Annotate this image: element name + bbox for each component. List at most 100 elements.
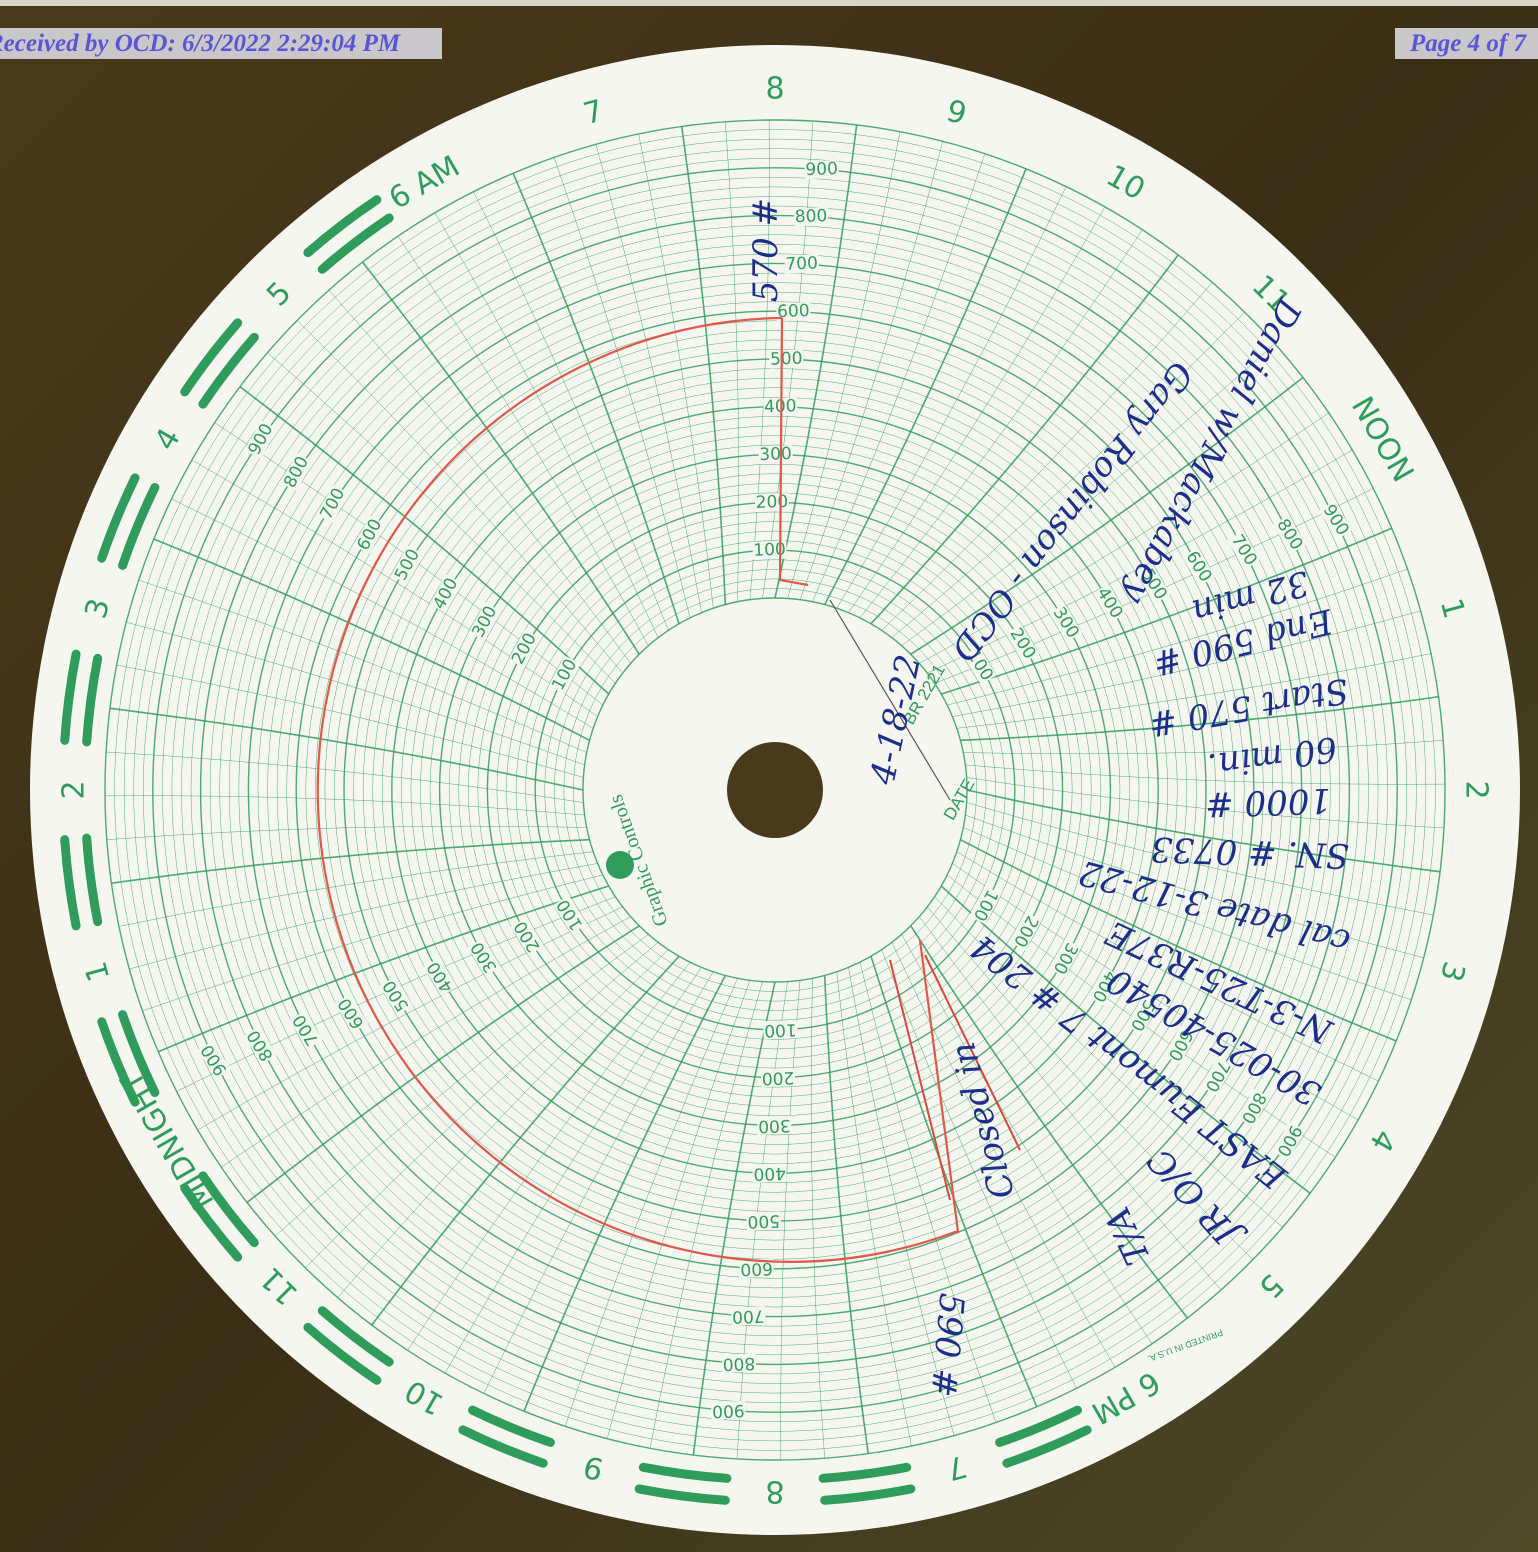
time-line <box>956 851 1379 1082</box>
time-line <box>963 740 1444 755</box>
grid-ring <box>525 540 1025 1040</box>
pressure-label: 700 <box>785 254 818 275</box>
time-line <box>919 412 1329 664</box>
pressure-label-bg <box>1237 1088 1270 1128</box>
pressure-label-bg <box>468 602 501 642</box>
grid-ring <box>429 444 1121 1136</box>
grid-ring <box>209 224 1341 1356</box>
pen-trace <box>316 316 960 1263</box>
pressure-label: 500 <box>747 1210 780 1231</box>
pressure-label: 900 <box>712 1400 745 1421</box>
pressure-label: 200 <box>761 1067 794 1088</box>
handwritten-note: 590 # <box>923 1292 972 1399</box>
pressure-label-bg <box>1319 500 1353 540</box>
pressure-label-bg <box>731 1306 766 1326</box>
time-line <box>941 527 1393 695</box>
night-bar <box>1002 1425 1092 1468</box>
time-line <box>963 827 1412 1001</box>
time-line <box>105 795 585 816</box>
pen-trace-return <box>889 954 1021 1201</box>
time-line <box>870 956 1038 1408</box>
grid-ring <box>468 483 1082 1097</box>
night-bar <box>180 1183 243 1262</box>
time-line <box>749 120 770 600</box>
pressure-label-bg <box>197 1040 231 1080</box>
night-bar <box>820 1484 916 1505</box>
center-hole <box>727 742 823 838</box>
pressure-label-bg <box>739 1258 774 1279</box>
time-line <box>919 916 1222 1291</box>
time-line <box>965 764 1445 785</box>
grid-ring <box>362 377 1188 1203</box>
night-bar <box>468 1405 555 1447</box>
night-bar <box>118 483 160 570</box>
time-line <box>221 916 631 1168</box>
pressure-label-bg <box>758 445 793 465</box>
grid-ring <box>257 272 1293 1308</box>
grid-ring <box>295 310 1255 1270</box>
pressure-label-bg <box>1092 583 1127 623</box>
grid-ring <box>219 234 1331 1346</box>
night-bar <box>82 653 103 747</box>
grid-ring <box>372 387 1178 1193</box>
grid-ring <box>229 244 1321 1336</box>
time-line <box>638 133 714 609</box>
time-line <box>328 289 631 664</box>
grid-ring <box>276 291 1274 1289</box>
hour-label: 8 <box>765 72 784 107</box>
pressure-label-bg <box>1273 1121 1305 1160</box>
pressure-label-bg <box>1137 565 1171 604</box>
time-line <box>891 311 1245 638</box>
hour-label: 2 <box>1459 780 1494 799</box>
page-banner <box>1395 28 1538 59</box>
pressure-label-bg <box>423 957 458 997</box>
pressure-label-bg <box>763 1020 798 1040</box>
time-line <box>305 942 659 1269</box>
pressure-label: 200 <box>755 492 788 513</box>
pressure-label: 800 <box>795 206 828 227</box>
pressure-label-bg <box>1164 1025 1197 1065</box>
grid-ring <box>381 396 1169 1184</box>
pressure-label-bg <box>243 1026 278 1065</box>
time-line <box>371 955 680 1326</box>
time-line <box>960 838 1397 1042</box>
night-bar <box>303 195 382 258</box>
grid-ring <box>353 368 1197 1212</box>
time-line <box>910 376 1304 655</box>
pressure-label-bg <box>711 1400 746 1421</box>
time-line <box>111 838 590 885</box>
time-line <box>483 971 714 1394</box>
grid-ring <box>515 530 1035 1050</box>
pressure-label-bg <box>793 207 829 227</box>
grid-ring <box>477 492 1073 1088</box>
grid-ring <box>238 253 1312 1327</box>
time-line <box>848 967 955 1436</box>
pressure-label-bg <box>721 1353 757 1373</box>
time-line <box>512 172 680 624</box>
grid-ring <box>162 177 1388 1403</box>
time-line <box>966 802 1434 916</box>
pressure-label-bg <box>1272 515 1307 554</box>
time-line <box>859 229 1143 618</box>
night-bar <box>97 473 140 563</box>
time-line <box>947 568 1408 706</box>
pressure-label: 800 <box>722 1353 755 1374</box>
pressure-label-bg <box>1088 966 1121 1006</box>
grid-ring <box>554 569 996 1011</box>
night-bar <box>458 1425 548 1468</box>
night-bar <box>82 833 103 927</box>
night-bar <box>303 1322 382 1385</box>
night-bar <box>317 1306 394 1367</box>
time-line <box>725 121 740 602</box>
pressure-label-bg <box>752 1163 787 1183</box>
pressure-label-bg <box>553 895 587 934</box>
time-line <box>692 981 776 1456</box>
time-line <box>649 981 763 1449</box>
grid-ring <box>410 425 1140 1155</box>
grid-ring <box>190 205 1360 1375</box>
grid-ring <box>171 186 1379 1394</box>
pressure-label-bg <box>1181 547 1216 586</box>
grid <box>60 119 1446 1505</box>
time-line <box>239 386 610 695</box>
